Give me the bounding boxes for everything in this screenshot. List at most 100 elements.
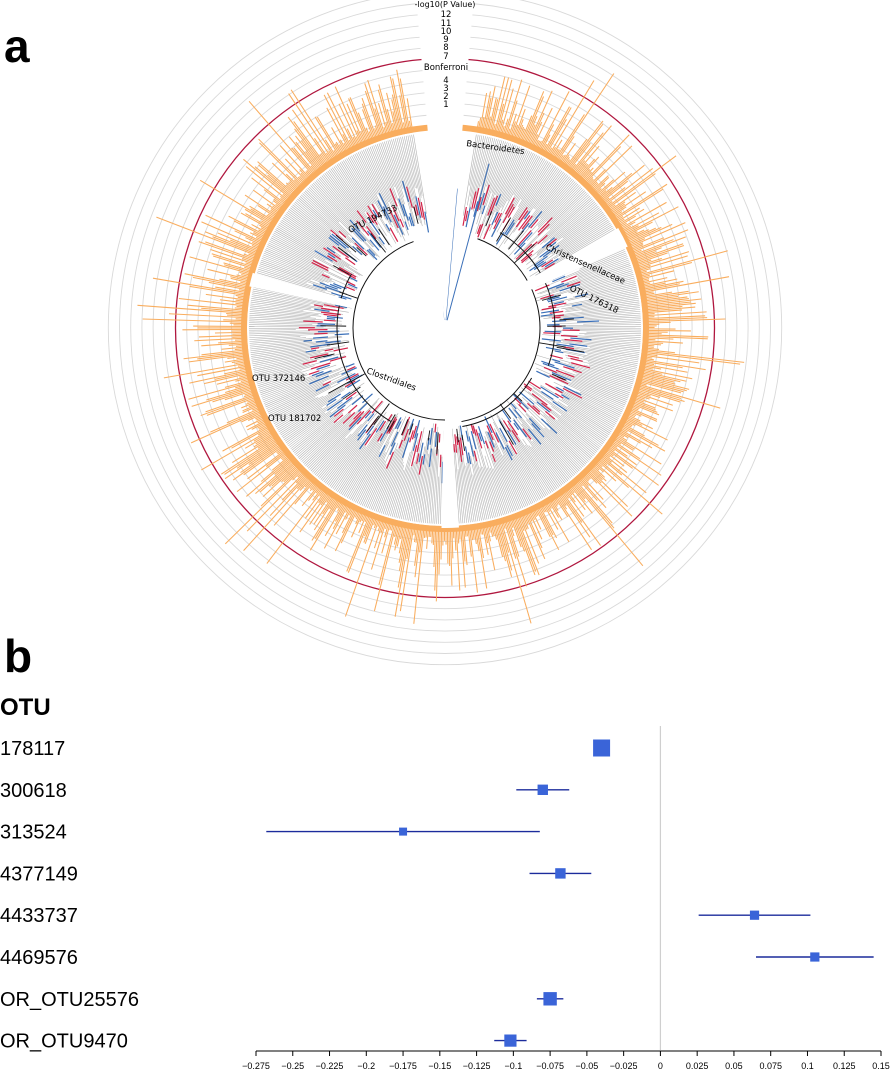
leaf-branch: [252, 292, 335, 309]
p-value-bar: [295, 135, 324, 173]
tip-branch: [528, 417, 541, 431]
leaf-branch: [471, 445, 490, 520]
tip-branch: [322, 380, 332, 386]
leaf-branch: [565, 297, 639, 310]
leaf-branch: [512, 408, 571, 479]
tip-branch: [424, 211, 430, 233]
tip-branch: [540, 294, 554, 300]
p-value-bar: [616, 426, 653, 449]
p-value-bar: [434, 525, 438, 591]
tip-branch: [570, 357, 583, 362]
leaf-branch: [484, 431, 517, 511]
p-value-bar: [300, 140, 325, 172]
leaf-branch: [531, 390, 605, 443]
internal-branch: [401, 419, 409, 436]
leaf-branch: [586, 331, 641, 335]
leaf-branch: [360, 452, 386, 505]
tip-branch: [345, 257, 356, 266]
ring-label: 8: [443, 43, 448, 53]
leaf-branch: [548, 385, 617, 424]
internal-branch: [336, 273, 392, 422]
p-value-bar: [543, 499, 570, 542]
p-value-bar: [617, 424, 666, 452]
tip-branch: [333, 408, 344, 417]
leaf-branch: [549, 340, 640, 353]
leaf-branch: [328, 169, 381, 240]
p-value-bar: [582, 146, 622, 187]
leaf-branch: [331, 443, 363, 488]
leaf-branch: [466, 454, 479, 522]
leaf-branch: [478, 143, 513, 238]
p-value-bar: [231, 424, 273, 449]
tip-branch: [315, 384, 330, 392]
leaf-branch: [383, 141, 405, 205]
leaf-branch: [252, 352, 321, 367]
leaf-branch: [252, 347, 339, 365]
leaf-branch: [484, 147, 522, 236]
leaf-branch: [430, 426, 439, 524]
leaf-branch: [566, 299, 640, 311]
tip-branch: [366, 212, 375, 224]
leaf-branch: [586, 277, 635, 291]
estimate-point-313524: [399, 827, 408, 836]
p-value-bar: [248, 101, 316, 179]
p-value-bar: [206, 384, 256, 401]
tip-branch: [412, 433, 419, 451]
leaf-branch: [282, 382, 365, 439]
leaf-branch: [361, 418, 403, 506]
leaf-branch: [495, 161, 549, 246]
p-value-bar: [377, 89, 393, 138]
leaf-branch: [251, 343, 340, 357]
tip-branch: [305, 349, 317, 353]
tip-branch: [510, 402, 517, 410]
leaf-branch: [557, 325, 641, 328]
leaf-branch: [563, 250, 626, 278]
tip-branch: [540, 313, 553, 317]
p-value-bar: [224, 437, 281, 475]
p-value-bar: [231, 433, 278, 464]
leaf-branch: [376, 144, 407, 224]
p-value-bar: [313, 492, 336, 525]
tip-branch: [411, 425, 417, 440]
tip-branch: [548, 302, 567, 308]
p-value-bar: [197, 352, 249, 360]
leaf-branch: [355, 428, 394, 503]
p-value-bar: [641, 350, 745, 363]
tip-branch: [551, 316, 561, 319]
leaf-branch: [347, 157, 375, 204]
p-value-bar: [510, 514, 526, 552]
leaf-branch: [528, 418, 579, 473]
p-value-bar: [316, 116, 343, 159]
p-value-bar: [266, 485, 326, 564]
leaf-branch: [577, 257, 629, 278]
leaf-branch: [351, 155, 387, 221]
leaf-branch: [272, 234, 343, 273]
p-value-bar: [309, 497, 343, 551]
p-value-bar: [642, 335, 708, 340]
tip-branch: [519, 391, 535, 405]
leaf-branch: [298, 197, 340, 234]
leaf-branch: [516, 452, 544, 498]
leaf-branch: [578, 332, 641, 336]
internal-branch: [413, 206, 419, 224]
p-value-bar: [314, 116, 342, 160]
tip-branch: [385, 451, 395, 469]
tip-branch: [547, 296, 568, 303]
leaf-branch: [324, 173, 365, 225]
internal-branch: [559, 318, 574, 321]
leaf-branch: [568, 284, 637, 301]
tip-branch: [518, 232, 533, 248]
internal-branch: [496, 217, 512, 242]
p-value-bar: [642, 306, 696, 313]
internal-branch: [356, 247, 367, 257]
leaf-branch: [513, 153, 536, 196]
p-value-bar: [268, 460, 299, 487]
x-tick-label: −0.125: [463, 1061, 491, 1071]
leaf-branch: [348, 414, 397, 499]
tip-branch: [514, 409, 523, 419]
internal-branch: [386, 414, 396, 430]
leaf-branch: [394, 138, 414, 209]
leaf-branch: [560, 340, 640, 350]
leaf-branch: [454, 449, 462, 524]
leaf-branch: [569, 329, 641, 331]
